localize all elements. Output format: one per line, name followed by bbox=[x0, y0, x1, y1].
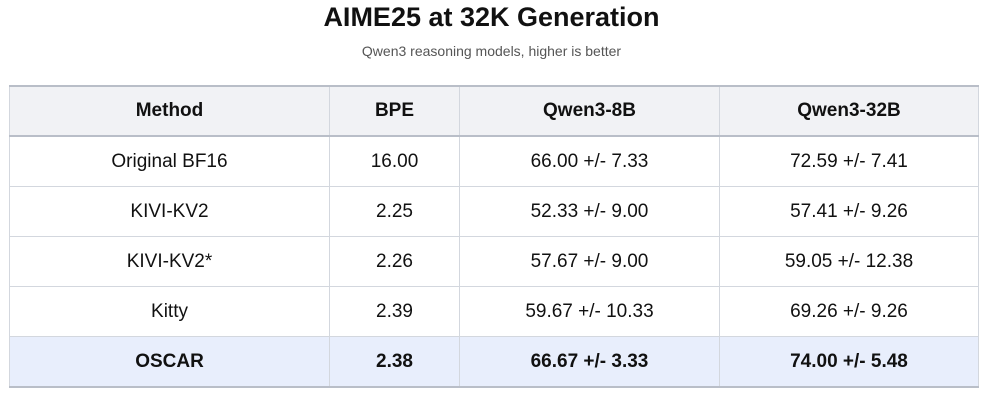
table-cell: 57.67 +/- 9.00 bbox=[459, 236, 720, 287]
table-cell: 59.67 +/- 10.33 bbox=[459, 286, 720, 337]
table-row: Kitty 2.39 59.67 +/- 10.33 69.26 +/- 9.26 bbox=[9, 286, 979, 337]
table-cell: 74.00 +/- 5.48 bbox=[719, 336, 979, 387]
table-cell: 2.26 bbox=[329, 236, 460, 287]
table-cell: 2.39 bbox=[329, 286, 460, 337]
table-cell: 2.38 bbox=[329, 336, 460, 387]
table-cell: 72.59 +/- 7.41 bbox=[719, 136, 979, 187]
column-header: Method bbox=[9, 86, 330, 137]
table-row: OSCAR 2.38 66.67 +/- 3.33 74.00 +/- 5.48 bbox=[9, 336, 979, 387]
table-head: Method BPE Qwen3-8B Qwen3-32B bbox=[9, 86, 979, 137]
column-header: Qwen3-32B bbox=[719, 86, 979, 137]
table-cell: KIVI-KV2 bbox=[9, 186, 330, 237]
table-cell: 66.67 +/- 3.33 bbox=[459, 336, 720, 387]
table-cell: 52.33 +/- 9.00 bbox=[459, 186, 720, 237]
table-cell: 66.00 +/- 7.33 bbox=[459, 136, 720, 187]
table-cell: 16.00 bbox=[329, 136, 460, 187]
header-row: Method BPE Qwen3-8B Qwen3-32B bbox=[9, 86, 979, 137]
table-cell: Original BF16 bbox=[9, 136, 330, 187]
table-cell: 59.05 +/- 12.38 bbox=[719, 236, 979, 287]
table-cell: 69.26 +/- 9.26 bbox=[719, 286, 979, 337]
table-cell: 57.41 +/- 9.26 bbox=[719, 186, 979, 237]
column-header: Qwen3-8B bbox=[459, 86, 720, 137]
table-cell: OSCAR bbox=[9, 336, 330, 387]
table-body: Original BF16 16.00 66.00 +/- 7.33 72.59 +/… bbox=[9, 136, 979, 387]
table-row: Original BF16 16.00 66.00 +/- 7.33 72.59 +/… bbox=[9, 136, 979, 187]
subtitle: Qwen3 reasoning models, higher is better bbox=[361, 43, 622, 59]
results-table: Method BPE Qwen3-8B Qwen3-32B Original BF16… bbox=[9, 85, 979, 388]
table-row: KIVI-KV2 2.25 52.33 +/- 9.00 57.41 +/- 9.26 bbox=[9, 186, 979, 237]
table-cell: Kitty bbox=[9, 286, 330, 337]
table-row: KIVI-KV2* 2.26 57.67 +/- 9.00 59.05 +/- 12.… bbox=[9, 236, 979, 287]
table-cell: KIVI-KV2* bbox=[9, 236, 330, 287]
title: AIME25 at 32K Generation bbox=[323, 2, 660, 32]
column-header: BPE bbox=[329, 86, 460, 137]
table-cell: 2.25 bbox=[329, 186, 460, 237]
